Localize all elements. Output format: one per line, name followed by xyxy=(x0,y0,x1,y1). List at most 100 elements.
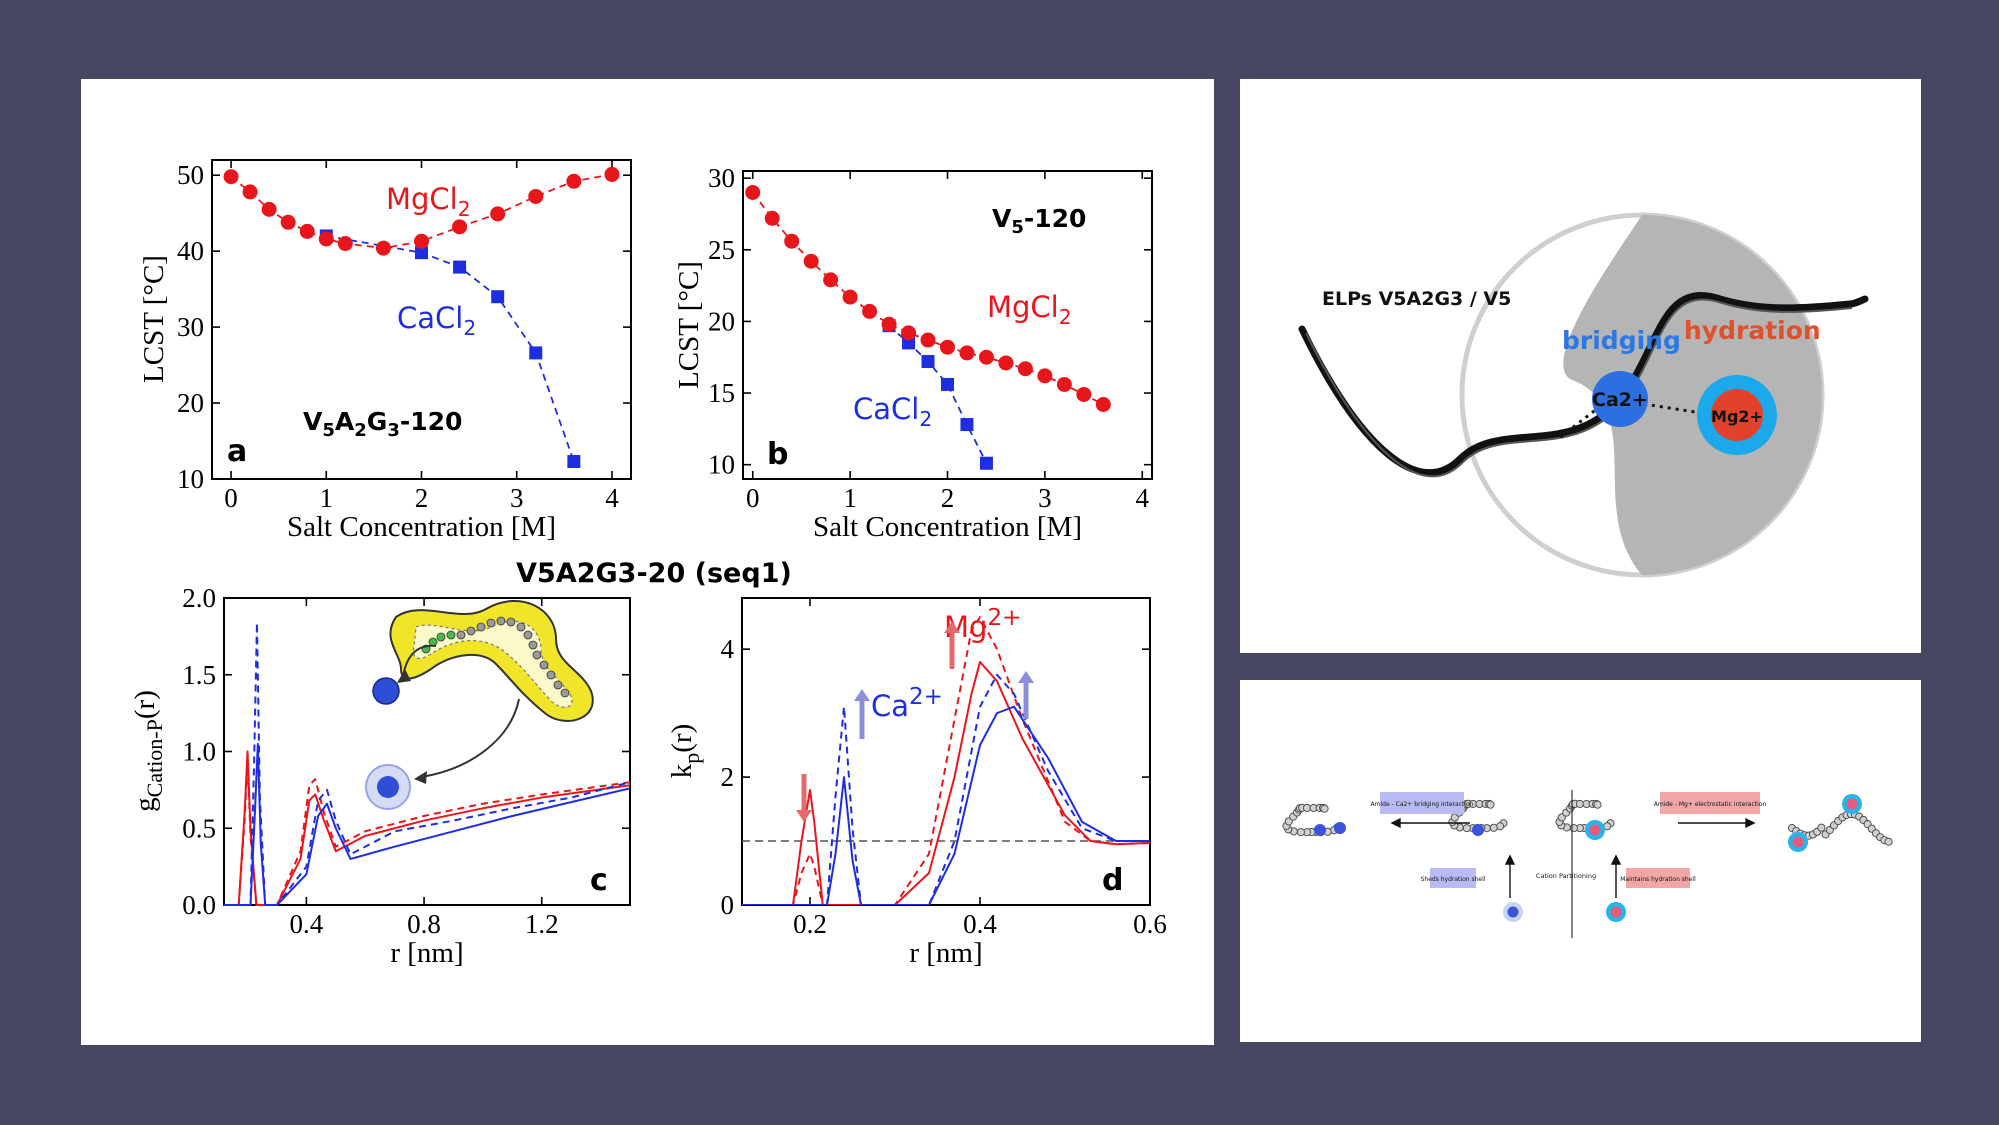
trend-arrow-head xyxy=(796,810,812,822)
data-point-circle xyxy=(978,349,994,365)
polymer-bead xyxy=(1884,837,1893,846)
y-axis-label: gCation-P(r) xyxy=(129,690,167,812)
arrow-head-2 xyxy=(414,771,427,784)
maintains-text: Maintains hydration shell xyxy=(1620,876,1696,883)
data-point-circle xyxy=(1095,397,1111,413)
data-point-circle xyxy=(452,219,468,235)
data-point-circle xyxy=(490,206,506,222)
schematic-bottom-svg: Cation Partitioning Amide - Ca2+ bridgin… xyxy=(1282,790,1893,938)
data-point-square xyxy=(567,455,581,469)
plot-frame xyxy=(742,170,1153,480)
x-tick-label: 0 xyxy=(224,483,238,513)
data-point-square xyxy=(529,346,543,360)
data-point-circle xyxy=(1017,361,1033,377)
arrow-curve-2 xyxy=(420,698,520,778)
data-point-circle xyxy=(881,316,897,332)
series-dashed-curve xyxy=(224,758,630,906)
ion-icon xyxy=(1846,798,1858,810)
data-point-circle xyxy=(1056,376,1072,392)
y-tick-label: 25 xyxy=(708,235,735,265)
chart-a-title: V5A2G3-120 xyxy=(303,407,462,441)
y-tick-label: 40 xyxy=(177,236,204,266)
x-axis-label: r [nm] xyxy=(909,937,982,969)
y-axis-label: kp(r) xyxy=(666,724,704,778)
y-axis-label: LCST [°C] xyxy=(138,255,170,383)
plot-frame xyxy=(741,597,1151,906)
polymer-inset-icon xyxy=(389,599,594,722)
x-axis-label: r [nm] xyxy=(390,937,463,969)
data-point-circle xyxy=(764,210,780,226)
y-tick-label: 0.0 xyxy=(182,890,216,920)
data-point-circle xyxy=(842,289,858,305)
data-point-circle xyxy=(528,188,544,204)
series-dashed-line xyxy=(326,235,575,462)
polymer-bead xyxy=(1462,824,1471,833)
data-point-circle xyxy=(1037,368,1053,384)
data-point-circle xyxy=(318,231,334,247)
x-tick-label: 3 xyxy=(1038,483,1052,513)
x-tick-label: 0.4 xyxy=(290,909,324,939)
data-point-square xyxy=(902,336,916,350)
schematic-arrows xyxy=(1390,817,1756,898)
y-tick-label: 30 xyxy=(708,163,735,193)
legend-ca2: Ca2+ xyxy=(871,684,943,723)
partition-label: Cation Partitioning xyxy=(1536,872,1596,880)
schematic-top-svg: ELPs V5A2G3 / V5 bridging hydration Ca2+… xyxy=(1298,212,1869,578)
y-tick-label: 1.5 xyxy=(182,660,216,690)
data-point-circle xyxy=(920,332,936,348)
panel-letter-b: b xyxy=(767,437,788,472)
chart-d: 0.2 0.4 0.6 0 2 4 r [nm] kp(r) Ca2+ Mg2+ d xyxy=(666,597,1167,969)
figure-panel-plots: 0 1 2 3 4 10 20 30 40 50 Salt Concentration [M] LCS… xyxy=(81,79,1214,1045)
series-solid-curve xyxy=(742,660,1150,905)
y-tick-label: 50 xyxy=(177,160,204,190)
data-point-circle xyxy=(261,201,277,217)
bridging-label: bridging xyxy=(1562,326,1681,355)
schematic-ion-specific: ELPs V5A2G3 / V5 bridging hydration Ca2+… xyxy=(1240,79,1921,653)
elps-label: ELPs V5A2G3 / V5 xyxy=(1322,288,1511,310)
data-point-square xyxy=(415,246,428,260)
polymer-bead xyxy=(1489,823,1498,832)
x-tick-label: 1.2 xyxy=(525,909,559,939)
polymer-bead xyxy=(1320,804,1329,813)
x-axis-label: Salt Concentration [M] xyxy=(813,511,1082,543)
trend-arrow-head xyxy=(1018,671,1034,683)
panel-letter-a: a xyxy=(227,434,247,469)
polymer-bead xyxy=(1569,824,1578,833)
ion-icon xyxy=(1314,824,1326,836)
series-solid-curve xyxy=(224,750,630,906)
x-axis-label: Salt Concentration [M] xyxy=(287,511,556,543)
data-point-square xyxy=(491,290,505,304)
ion-icon xyxy=(1589,824,1601,836)
arrow-head-1 xyxy=(397,669,411,683)
ion-icon xyxy=(1507,906,1519,918)
ca-ion-icon xyxy=(1592,371,1648,427)
data-point-circle xyxy=(940,339,955,355)
x-tick-label: 2 xyxy=(415,483,429,513)
seq-title: V5A2G3-20 (seq1) xyxy=(516,558,792,589)
data-point-square xyxy=(979,456,993,470)
y-tick-label: 20 xyxy=(708,306,735,336)
y-tick-label: 0.5 xyxy=(182,813,216,843)
x-tick-label: 0.2 xyxy=(793,909,827,939)
x-tick-label: 0.4 xyxy=(963,909,997,939)
data-point-circle xyxy=(862,303,878,319)
data-point-circle xyxy=(223,169,239,185)
y-tick-label: 2 xyxy=(721,762,735,792)
y-tick-label: 10 xyxy=(708,450,735,480)
y-tick-label: 4 xyxy=(721,634,735,664)
chart-b-title: V5-120 xyxy=(992,204,1086,238)
legend-cacl2-b: CaCl2 xyxy=(853,392,932,431)
ion-icon xyxy=(1610,906,1622,918)
bridging-box-text: Amide - Ca2+ bridging interaction xyxy=(1371,801,1474,808)
hydration-label: hydration xyxy=(1684,316,1821,345)
polymer-bead xyxy=(1593,800,1602,809)
data-point-circle xyxy=(959,345,975,361)
mg-ion-label: Mg2+ xyxy=(1711,407,1763,426)
mg-ion-core xyxy=(377,776,399,798)
data-point-circle xyxy=(784,233,800,249)
data-point-circle xyxy=(566,173,582,189)
polymer-bead xyxy=(1817,823,1826,832)
chart-b: 0 1 2 3 4 10 15 20 25 30 Salt Concentration [M] LCS… xyxy=(673,163,1153,543)
legend-cacl2: CaCl2 xyxy=(397,301,476,340)
